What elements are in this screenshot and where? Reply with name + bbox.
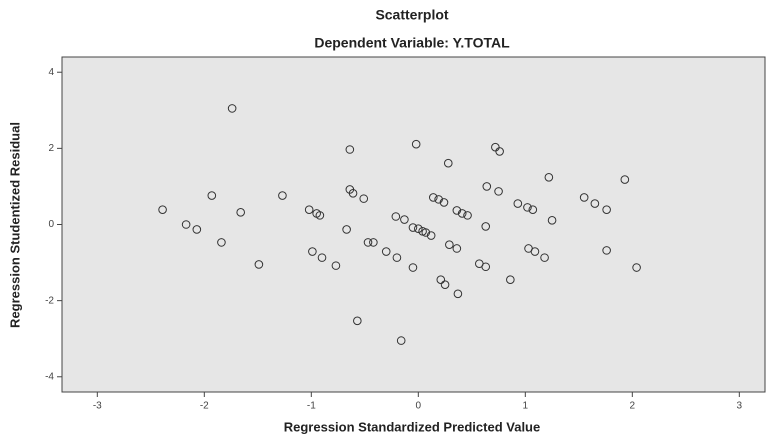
point	[331, 261, 341, 270]
point	[414, 224, 423, 233]
point	[452, 244, 462, 253]
point	[308, 247, 317, 256]
point	[579, 193, 589, 202]
y-tick-label: 0	[48, 219, 54, 230]
point	[445, 240, 454, 249]
point	[304, 205, 314, 214]
point	[540, 253, 549, 262]
point	[453, 289, 463, 299]
point	[440, 280, 450, 289]
point	[392, 253, 402, 262]
point	[227, 104, 237, 113]
point	[396, 336, 406, 345]
point	[315, 211, 325, 220]
point	[348, 188, 358, 198]
point	[181, 220, 191, 229]
point	[278, 191, 287, 200]
x-tick-label: -2	[200, 401, 209, 412]
y-tick-label: -4	[45, 371, 54, 382]
point	[443, 158, 453, 168]
y-tick-label: 4	[48, 67, 54, 78]
point	[421, 228, 431, 237]
x-tick-label: -1	[307, 401, 316, 412]
point	[463, 211, 472, 220]
point	[192, 225, 202, 234]
point	[436, 275, 446, 284]
point	[317, 253, 327, 262]
point	[481, 222, 491, 231]
point	[158, 205, 167, 214]
point	[363, 238, 373, 247]
point	[359, 194, 369, 203]
x-axis-label: Regression Standardized Predicted Value	[284, 419, 540, 434]
point	[217, 238, 226, 247]
point	[457, 209, 467, 218]
point	[254, 260, 264, 269]
x-tick-label: 3	[737, 401, 743, 412]
point	[342, 225, 351, 234]
plot-area	[61, 56, 766, 393]
point	[353, 316, 362, 326]
point	[506, 275, 515, 284]
point	[345, 145, 355, 154]
point	[391, 212, 401, 221]
point	[590, 199, 600, 208]
point	[381, 247, 391, 256]
x-tick-label: 2	[630, 401, 636, 412]
point	[369, 238, 378, 247]
point	[207, 191, 217, 200]
point	[408, 263, 418, 272]
point	[434, 195, 443, 204]
point	[236, 208, 245, 217]
point	[513, 199, 523, 208]
point	[632, 263, 641, 272]
x-tick-label: -3	[93, 401, 102, 412]
point	[482, 182, 492, 191]
x-tick-label: 0	[416, 401, 422, 412]
point	[544, 172, 554, 182]
point	[400, 215, 409, 224]
y-axis-label: Regression Studentized Residual	[7, 122, 22, 328]
point	[547, 216, 557, 225]
point	[602, 246, 611, 255]
point	[428, 193, 438, 202]
point	[495, 147, 504, 156]
y-tick-label: -2	[45, 295, 54, 306]
point	[452, 206, 462, 215]
point	[620, 175, 630, 184]
chart-subtitle: Dependent Variable: Y.TOTAL	[314, 35, 510, 51]
point	[408, 223, 418, 232]
point	[530, 247, 540, 256]
point	[439, 198, 449, 207]
point	[602, 205, 611, 214]
point	[426, 231, 436, 240]
point	[494, 187, 503, 196]
point	[481, 262, 491, 272]
x-tick-label: 1	[523, 401, 529, 412]
point	[528, 205, 538, 214]
chart-title: Scatterplot	[375, 7, 448, 23]
point	[411, 139, 421, 149]
point	[523, 203, 532, 212]
y-tick-label: 2	[48, 143, 54, 154]
